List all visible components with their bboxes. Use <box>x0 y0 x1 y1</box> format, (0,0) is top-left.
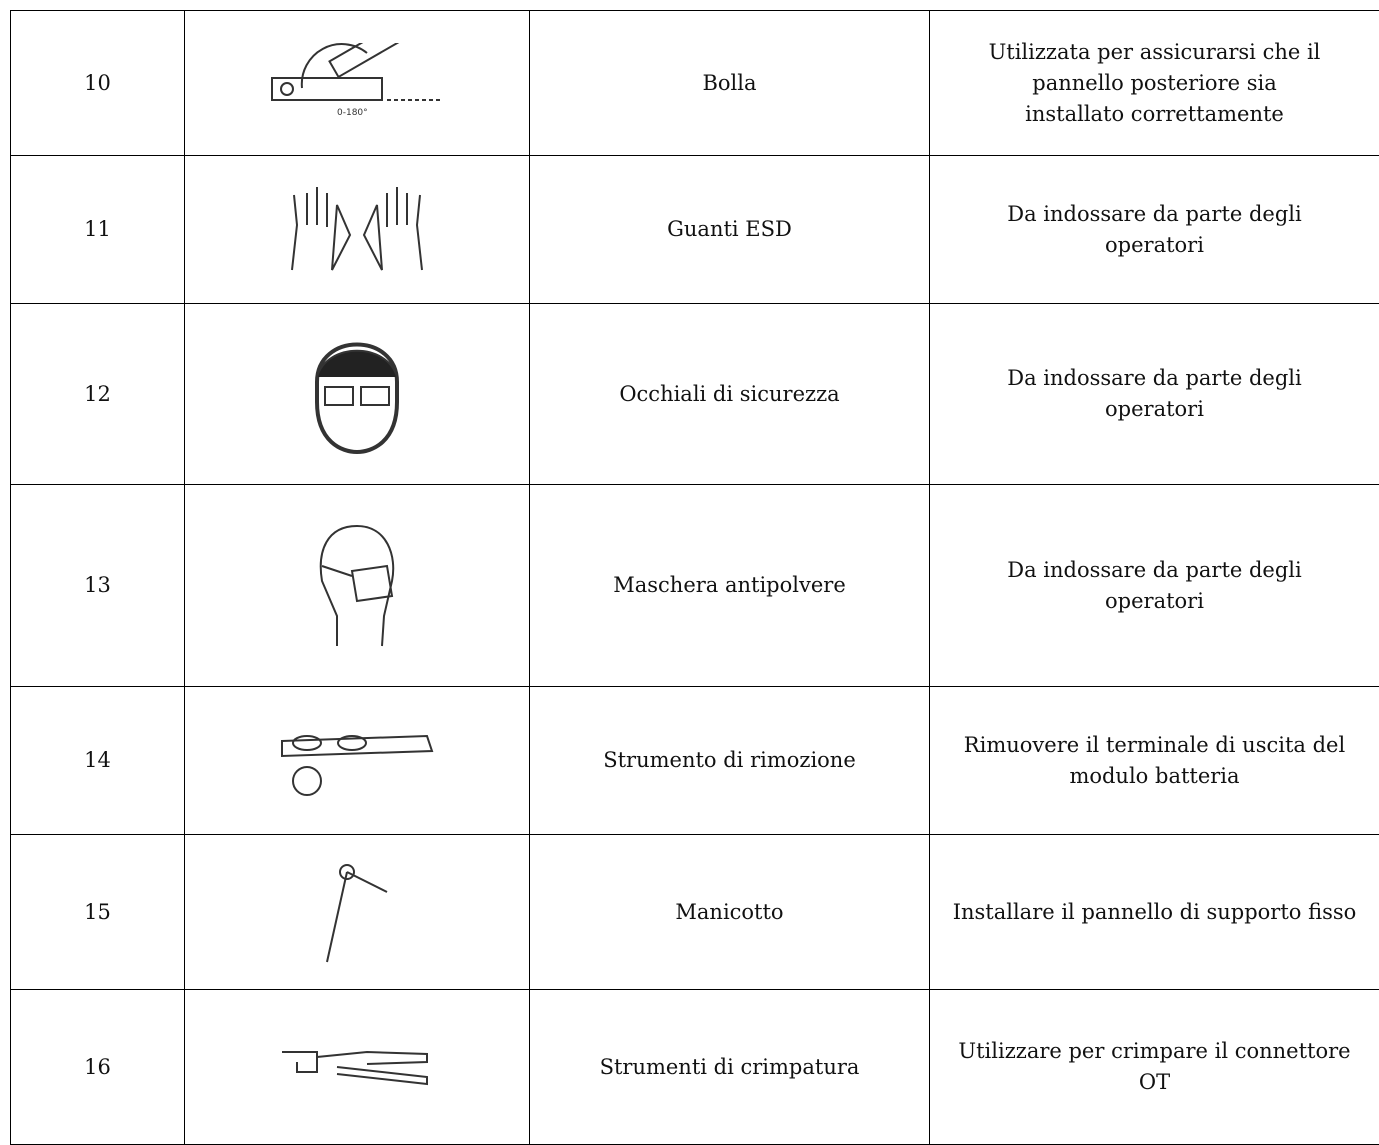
icon-cell: 0-180° <box>185 10 530 156</box>
item-number: 15 <box>84 899 111 924</box>
description-line: Da indossare da parte degli <box>1007 557 1302 582</box>
description-line: Rimuovere il terminale di uscita del <box>963 732 1346 757</box>
description-line: OT <box>1138 1070 1171 1094</box>
item-name: Guanti ESD <box>667 217 792 241</box>
item-number: 12 <box>84 381 111 406</box>
icon-cell <box>185 485 530 687</box>
item-name: Strumenti di crimpatura <box>599 1054 860 1079</box>
number-cell: 10 <box>10 10 185 156</box>
description-line: Installare il pannello di supporto fisso <box>952 899 1357 924</box>
description-cell: Rimuovere il terminale di uscita del modu… <box>930 687 1379 835</box>
icon-cell <box>185 304 530 485</box>
description-line: Utilizzare per crimpare il connettore <box>958 1039 1351 1063</box>
description-cell: Installare il pannello di supporto fisso <box>930 835 1379 990</box>
number-cell: 12 <box>10 304 185 485</box>
description-line: Utilizzata per assicurarsi che il <box>988 39 1321 64</box>
name-cell: Guanti ESD <box>530 156 930 304</box>
number-cell: 11 <box>10 156 185 304</box>
item-name: Maschera antipolvere <box>613 573 846 597</box>
number-cell: 16 <box>10 990 185 1145</box>
item-name: Occhiali di sicurezza <box>619 381 840 406</box>
item-name: Bolla <box>702 70 757 95</box>
icon-label: 0-180° <box>337 108 368 118</box>
item-number: 11 <box>84 217 111 241</box>
item-number: 14 <box>84 748 111 772</box>
item-name: Strumento di rimozione <box>603 748 856 772</box>
description-line: operatori <box>1105 232 1204 257</box>
number-cell: 15 <box>10 835 185 990</box>
icon-cell <box>185 835 530 990</box>
description-line: installato correttamente <box>1025 101 1284 126</box>
name-cell: Strumento di rimozione <box>530 687 930 835</box>
description-line: operatori <box>1105 397 1204 421</box>
description-cell: Da indossare da parte degli operatori <box>930 304 1379 485</box>
icon-cell <box>185 990 530 1145</box>
description-cell: Da indossare da parte degli operatori <box>930 156 1379 304</box>
description-cell: Utilizzare per crimpare il connettore OT <box>930 990 1379 1145</box>
number-cell: 14 <box>10 687 185 835</box>
description-line: pannello posteriore sia <box>1032 70 1277 95</box>
name-cell: Manicotto <box>530 835 930 990</box>
description-cell: Da indossare da parte degli operatori <box>930 485 1379 687</box>
name-cell: Occhiali di sicurezza <box>530 304 930 485</box>
name-cell: Bolla <box>530 10 930 156</box>
description-line: modulo batteria <box>1069 763 1240 788</box>
description-line: operatori <box>1105 588 1204 613</box>
description-line: Da indossare da parte degli <box>1007 366 1302 390</box>
item-number: 13 <box>84 573 111 597</box>
name-cell: Maschera antipolvere <box>530 485 930 687</box>
item-number: 16 <box>84 1054 111 1079</box>
icon-cell <box>185 156 530 304</box>
number-cell: 13 <box>10 485 185 687</box>
icon-cell <box>185 687 530 835</box>
item-number: 10 <box>84 70 111 95</box>
description-line: Da indossare da parte degli <box>1007 201 1302 226</box>
description-cell: Utilizzata per assicurarsi che il pannell… <box>930 10 1379 156</box>
name-cell: Strumenti di crimpatura <box>530 990 930 1145</box>
item-name: Manicotto <box>675 899 784 924</box>
